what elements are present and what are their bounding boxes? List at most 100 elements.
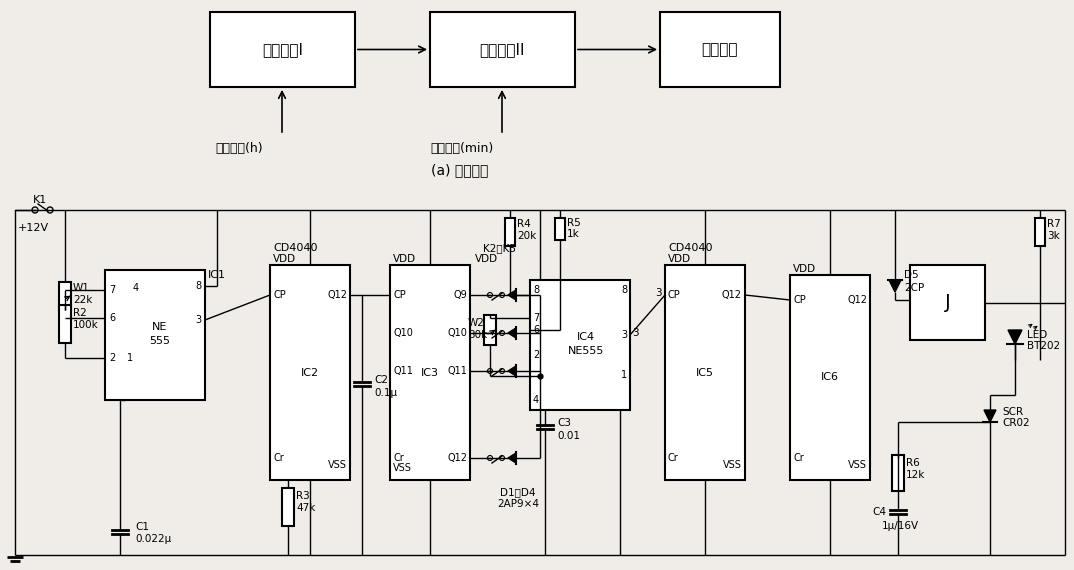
Text: 1k: 1k [567,229,580,239]
Bar [105,270,205,400]
Text: VDD: VDD [475,254,498,264]
Text: R5: R5 [567,218,581,228]
Text: CD4040: CD4040 [668,243,712,253]
Bar [910,265,985,340]
Bar [282,488,294,526]
Text: 8: 8 [533,285,539,295]
Text: LED: LED [1027,330,1047,340]
Text: 0.01: 0.01 [557,431,580,441]
Text: VSS: VSS [393,463,411,473]
Text: C4: C4 [872,507,886,517]
Text: IC4: IC4 [577,332,595,342]
Text: 3k: 3k [1047,231,1060,241]
Bar [1035,218,1045,246]
Bar [661,12,780,87]
Text: CP: CP [793,295,806,305]
Bar [211,12,355,87]
Text: Q12: Q12 [447,453,467,463]
Bar [505,218,516,246]
Text: Q10: Q10 [447,328,467,338]
Text: 3: 3 [632,328,639,338]
Text: J: J [945,293,950,312]
Text: W1: W1 [73,283,90,293]
Polygon shape [508,366,516,376]
Text: 2: 2 [108,353,115,363]
Text: CP: CP [668,290,681,300]
Text: CR02: CR02 [1002,418,1030,428]
Text: 100k: 100k [73,320,99,330]
Text: CP: CP [273,290,286,300]
Text: Q11: Q11 [447,366,467,376]
Text: D1～D4: D1～D4 [500,487,536,497]
Text: 47k: 47k [296,503,316,513]
Text: IC3: IC3 [421,368,439,377]
Text: 1μ/16V: 1μ/16V [882,521,918,531]
Text: R4: R4 [517,219,531,229]
Text: VSS: VSS [723,460,742,470]
Text: 555: 555 [149,336,171,346]
Text: VDD: VDD [793,264,816,274]
Text: Cr: Cr [393,453,404,463]
Text: C1: C1 [135,522,149,532]
Text: 时间选择(min): 时间选择(min) [430,141,493,154]
Polygon shape [984,410,996,422]
Bar [59,282,71,310]
Text: Q12: Q12 [847,295,867,305]
Bar [390,265,470,480]
Text: 12k: 12k [906,470,926,480]
Text: VDD: VDD [273,254,296,264]
Text: IC5: IC5 [696,368,714,377]
Text: 30k: 30k [468,330,488,340]
Text: VDD: VDD [393,254,416,264]
Bar [484,315,496,345]
Text: Q9: Q9 [453,290,467,300]
Text: C3: C3 [557,418,571,428]
Text: BT202: BT202 [1027,341,1060,351]
Bar [529,280,630,410]
Text: 8: 8 [194,281,201,291]
Text: 定时电路I: 定时电路I [262,42,303,57]
Bar [430,12,575,87]
Bar [790,275,870,480]
Text: CP: CP [393,290,406,300]
Text: 驱动电路: 驱动电路 [701,42,738,57]
Text: 0.1μ: 0.1μ [374,388,397,398]
Text: 22k: 22k [73,295,92,305]
Text: D5: D5 [904,270,918,280]
Polygon shape [508,453,516,463]
Polygon shape [508,290,516,300]
Text: VSS: VSS [329,460,347,470]
Text: 7: 7 [533,313,539,323]
Polygon shape [1008,330,1022,344]
Bar [665,265,745,480]
Text: Q10: Q10 [393,328,412,338]
Text: 4: 4 [133,283,140,293]
Text: +12V: +12V [18,223,49,233]
Text: 2CP: 2CP [904,283,925,293]
Text: Q12: Q12 [326,290,347,300]
Text: CD4040: CD4040 [273,243,318,253]
Text: R2: R2 [73,308,87,318]
Text: NE555: NE555 [568,346,605,356]
Bar [270,265,350,480]
Text: 1: 1 [621,370,627,380]
Text: Cr: Cr [668,453,679,463]
Text: Q11: Q11 [393,366,412,376]
Polygon shape [889,280,901,292]
Text: R7: R7 [1047,219,1061,229]
Text: R6: R6 [906,458,919,468]
Bar [892,455,904,491]
Text: 定时电路II: 定时电路II [480,42,525,57]
Text: Cr: Cr [273,453,284,463]
Text: K1: K1 [33,195,47,205]
Text: IC1: IC1 [208,270,226,280]
Text: 3: 3 [621,330,627,340]
Text: IC6: IC6 [821,373,839,382]
Text: Cr: Cr [793,453,803,463]
Text: 8: 8 [621,285,627,295]
Text: IC2: IC2 [301,368,319,377]
Bar [555,218,565,240]
Text: 1: 1 [127,353,133,363]
Text: 6: 6 [533,325,539,335]
Polygon shape [508,328,516,338]
